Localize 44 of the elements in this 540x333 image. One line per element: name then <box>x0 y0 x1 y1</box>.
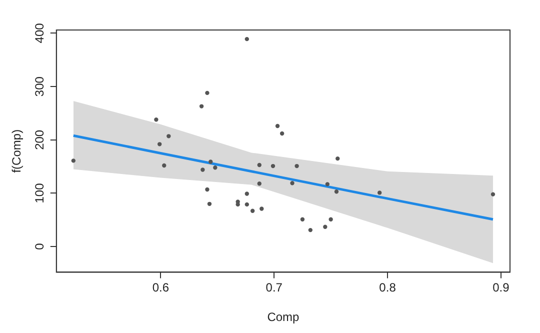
point <box>377 190 382 195</box>
point <box>205 90 210 96</box>
point <box>250 208 255 213</box>
point <box>207 202 212 206</box>
point <box>257 182 262 186</box>
point <box>208 160 213 164</box>
point <box>244 202 250 207</box>
point <box>280 131 284 136</box>
point <box>294 164 299 168</box>
point <box>334 190 339 194</box>
x-tick-label: 0.6 <box>152 280 170 295</box>
x-tick-label: 0.8 <box>379 280 396 295</box>
point <box>490 192 496 196</box>
y-tick-label: 200 <box>32 130 47 150</box>
point <box>154 118 158 122</box>
point <box>200 168 205 172</box>
point <box>244 36 250 42</box>
point <box>270 164 276 168</box>
point <box>308 228 313 232</box>
point <box>325 182 330 186</box>
point <box>71 158 76 163</box>
x-tick-label: 0.9 <box>492 280 510 295</box>
point <box>323 224 328 229</box>
point <box>199 104 204 108</box>
point <box>328 217 333 222</box>
point <box>300 217 305 222</box>
point <box>336 156 340 161</box>
x-tick-label: 0.7 <box>266 280 283 295</box>
y-tick-label: 100 <box>32 182 47 204</box>
y-tick-label: 300 <box>32 76 47 97</box>
point <box>157 142 162 146</box>
x-axis-title: Comp <box>267 310 300 324</box>
point <box>260 206 264 211</box>
point <box>162 163 166 168</box>
y-tick-label: 400 <box>32 22 47 44</box>
point <box>290 181 294 186</box>
point <box>166 134 171 138</box>
point <box>257 162 262 168</box>
point <box>275 124 280 128</box>
point <box>213 166 218 170</box>
point <box>205 187 210 192</box>
y-tick-label: 0 <box>32 242 47 250</box>
y-axis-title: f(Comp) <box>10 129 24 173</box>
point <box>244 192 250 196</box>
